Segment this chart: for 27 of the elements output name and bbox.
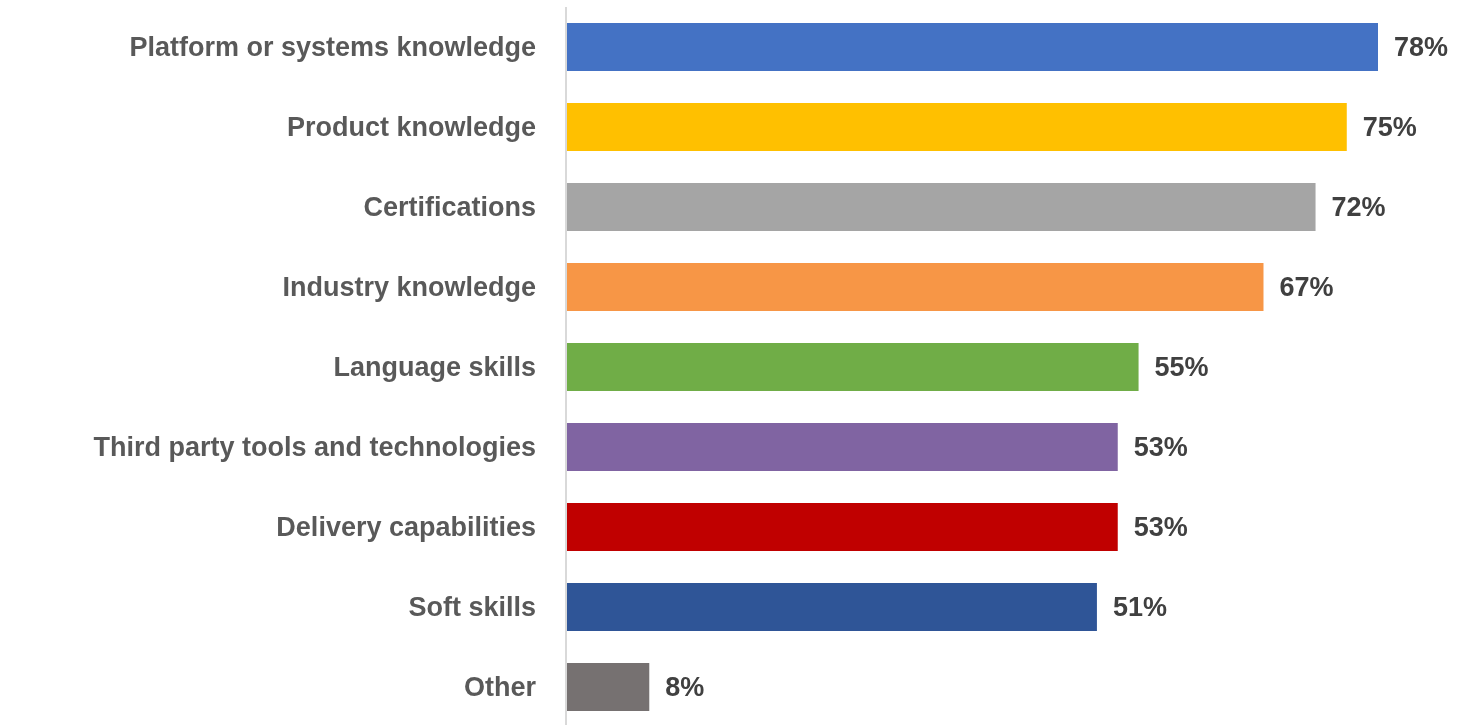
data-label: 53% <box>1133 512 1188 543</box>
y-tick-label: Platform or systems knowledge <box>129 31 536 62</box>
data-label: 53% <box>1133 432 1188 463</box>
bar <box>566 23 1378 71</box>
y-tick-label: Language skills <box>333 351 536 382</box>
bar <box>566 583 1097 631</box>
y-tick-label: Certifications <box>363 191 536 222</box>
bar <box>566 343 1139 391</box>
data-label: 67% <box>1279 272 1334 303</box>
bar <box>566 423 1118 471</box>
y-tick-label: Other <box>463 671 537 702</box>
data-label: 78% <box>1394 32 1449 63</box>
bar <box>566 503 1118 551</box>
bar <box>566 263 1264 311</box>
bar <box>566 103 1347 151</box>
data-label: 51% <box>1112 592 1167 623</box>
y-tick-label: Soft skills <box>408 591 536 622</box>
data-label: 75% <box>1362 112 1417 143</box>
y-tick-label: Industry knowledge <box>282 271 536 302</box>
data-label: 8% <box>665 672 705 703</box>
bar <box>566 663 650 711</box>
bar <box>566 183 1316 231</box>
y-tick-label: Product knowledge <box>286 111 536 142</box>
y-tick-label: Delivery capabilities <box>276 511 536 542</box>
data-label: 72% <box>1331 192 1386 223</box>
data-label: 55% <box>1154 352 1209 383</box>
y-tick-label: Third party tools and technologies <box>93 431 536 462</box>
